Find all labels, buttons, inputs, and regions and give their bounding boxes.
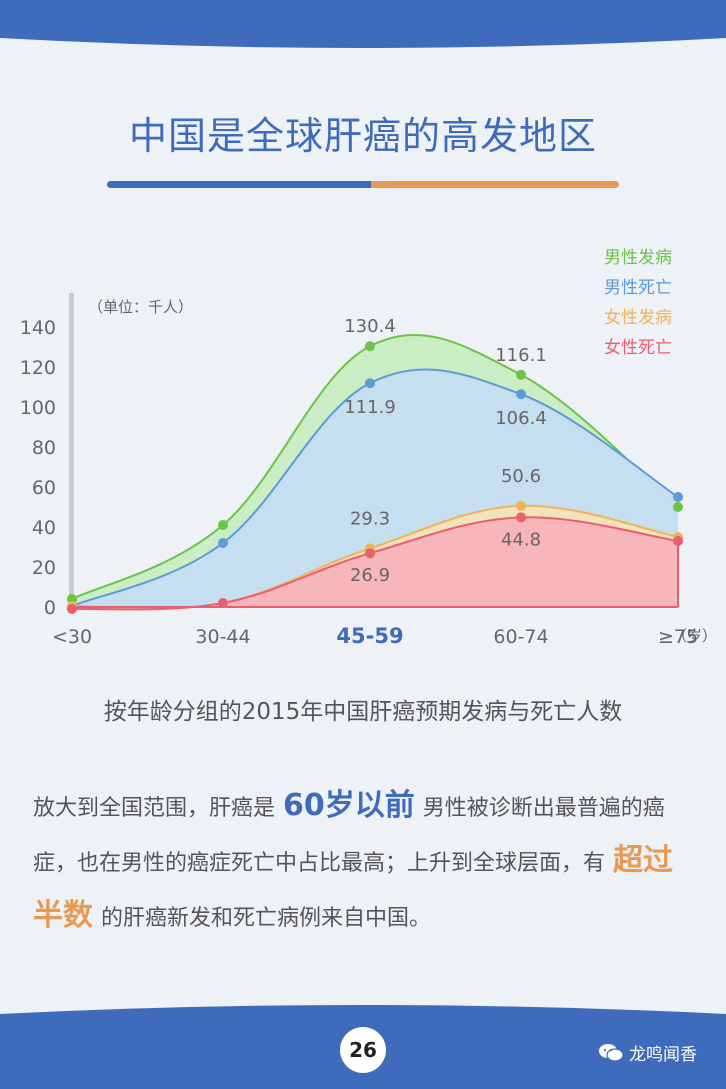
- para-text-2: 男性被诊断出最普遍的癌症，也在男性的癌症死亡中占比最高；上升到全球层面，有: [33, 796, 665, 876]
- para-highlight-share: 超过半数: [33, 843, 674, 933]
- data-point: [673, 492, 683, 502]
- x-tick-label: ≥75: [658, 626, 698, 648]
- data-point: [365, 548, 375, 559]
- data-label: 29.3: [350, 508, 390, 529]
- y-tick-label: 120: [20, 357, 56, 379]
- page-number: 26: [340, 1027, 386, 1073]
- data-point: [67, 594, 77, 604]
- x-tick-label: 60-74: [493, 626, 548, 648]
- data-label: 106.4: [495, 408, 547, 429]
- x-tick-label: <30: [52, 626, 92, 648]
- data-point: [218, 598, 228, 608]
- top-banner: [0, 0, 726, 48]
- x-tick-label: 30-44: [195, 626, 250, 648]
- legend-item: 男性发病: [604, 248, 672, 268]
- data-point: [365, 341, 375, 352]
- data-point: [673, 536, 683, 546]
- page-title: 中国是全球肝癌的高发地区: [128, 114, 597, 158]
- data-point: [218, 538, 228, 548]
- x-tick-label: 45-59: [336, 624, 403, 648]
- data-label: 111.9: [344, 397, 396, 418]
- para-highlight-age: 60岁以前: [283, 788, 415, 823]
- legend-item: 女性发病: [604, 308, 672, 328]
- data-point: [516, 512, 526, 523]
- legend-item: 女性死亡: [604, 338, 672, 358]
- area-chart: 0 20 40 60 80 100 120 140 （单位：千人） 130.4 116.1 111.9…: [20, 248, 717, 648]
- watermark-text: 龙鸣闻香: [629, 1045, 697, 1065]
- y-tick-label: 80: [32, 437, 56, 459]
- data-point: [67, 604, 77, 614]
- title-divider-blue: [107, 181, 373, 188]
- area-女性死亡: [72, 517, 678, 610]
- y-tick-label: 60: [32, 477, 56, 499]
- data-point: [673, 502, 683, 512]
- title-divider-orange: [371, 181, 619, 188]
- para-text-1: 放大到全国范围，肝癌是: [33, 796, 276, 821]
- x-unit-label: （岁）: [672, 627, 717, 645]
- data-label: 50.6: [501, 466, 541, 487]
- data-label: 26.9: [350, 565, 390, 586]
- data-label: 116.1: [495, 345, 547, 366]
- y-axis-line: [69, 293, 74, 607]
- y-tick-label: 140: [20, 317, 56, 339]
- y-tick-label: 40: [32, 517, 56, 539]
- y-tick-label: 0: [44, 597, 56, 619]
- data-point: [516, 389, 526, 400]
- legend-item: 男性死亡: [604, 278, 672, 298]
- para-text-3: 的肝癌新发和死亡病例来自中国。: [101, 906, 432, 931]
- wechat-icon: [599, 1043, 624, 1062]
- data-point: [218, 520, 228, 530]
- watermark: 龙鸣闻香: [598, 1040, 697, 1065]
- data-point: [516, 500, 526, 511]
- chart-caption: 按年龄分组的2015年中国肝癌预期发病与死亡人数: [103, 699, 623, 725]
- data-point: [516, 369, 526, 380]
- data-label: 130.4: [344, 316, 396, 337]
- unit-label: （单位：千人）: [88, 298, 193, 316]
- y-tick-label: 20: [32, 557, 56, 579]
- data-point: [365, 378, 375, 389]
- y-tick-label: 100: [20, 397, 56, 419]
- data-label: 44.8: [501, 529, 541, 550]
- description-paragraph: 放大到全国范围，肝癌是 60岁以前 男性被诊断出最普遍的癌症，也在男性的癌症死亡中占…: [33, 780, 698, 945]
